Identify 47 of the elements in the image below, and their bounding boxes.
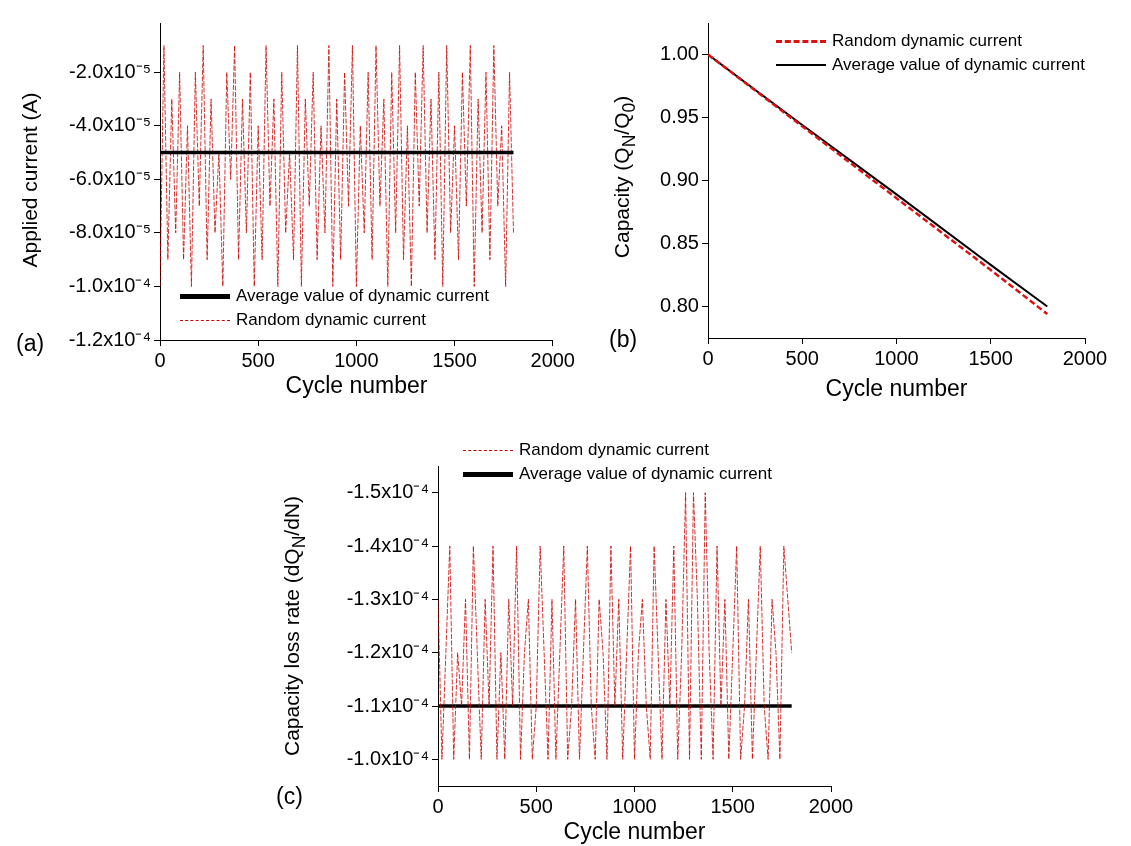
legend-label: Average value of dynamic current: [236, 285, 489, 307]
y-tick-label: -1.0x10⁻⁴: [346, 746, 429, 769]
x-tick-label: 2000: [808, 794, 854, 817]
line-series: [160, 45, 514, 287]
x-tick-label: 1500: [432, 348, 477, 371]
y-tick-label: -6.0x10⁻⁵: [69, 166, 151, 189]
text: (a): [16, 330, 45, 357]
x-tick-label: 0: [432, 794, 444, 817]
legend-label: Random dynamic current: [236, 309, 426, 331]
x-tick-label: 2000: [1062, 346, 1108, 369]
x-tick-label: 500: [519, 794, 553, 817]
x-tick-label: 1000: [612, 794, 657, 817]
y-tick-label: -2.0x10⁻⁵: [69, 59, 151, 82]
y-tick-label: -1.4x10⁻⁴: [346, 533, 429, 556]
y-tick-label: -4.0x10⁻⁵: [69, 113, 151, 136]
y-tick-label: -8.0x10⁻⁵: [69, 220, 151, 243]
y-axis-title: Applied current (A): [18, 92, 42, 268]
x-tick-label: 0: [702, 346, 714, 369]
y-tick-label: -1.2x10⁻⁴: [346, 640, 429, 663]
text: (b): [609, 326, 638, 353]
x-tick-label: 1000: [874, 346, 919, 369]
x-axis-title: Cycle number: [285, 372, 428, 399]
y-tick-label: -1.0x10⁻⁴: [68, 273, 151, 296]
legend-label: Average value of dynamic current: [519, 463, 772, 485]
x-tick-label: 1000: [334, 348, 379, 371]
y-tick-label: -1.5x10⁻⁴: [346, 480, 429, 503]
y-tick-label: 0.85: [660, 231, 699, 254]
y-tick-label: 0.80: [660, 294, 699, 317]
y-tick-label: 0.95: [660, 105, 699, 128]
legend-label: Random dynamic current: [832, 30, 1022, 52]
x-axis-title: Cycle number: [825, 375, 968, 402]
legend-label: Average value of dynamic current: [832, 54, 1085, 76]
legend-label: Random dynamic current: [519, 439, 709, 461]
y-tick-label: -1.3x10⁻⁴: [346, 586, 429, 609]
x-tick-label: 1500: [710, 794, 755, 817]
y-tick-label: 0.90: [660, 168, 699, 191]
x-tick-label: 500: [241, 348, 275, 371]
x-tick-label: 2000: [530, 348, 575, 371]
text: (c): [276, 783, 303, 810]
y-tick-label: 1.00: [660, 42, 699, 65]
x-tick-label: 0: [154, 348, 166, 371]
y-tick-label: -1.2x10⁻⁴: [68, 327, 151, 350]
x-tick-label: 500: [785, 346, 819, 369]
x-tick-label: 1500: [968, 346, 1013, 369]
x-axis-title: Cycle number: [563, 818, 706, 845]
y-tick-label: -1.1x10⁻⁴: [346, 693, 429, 716]
line-series: [438, 492, 793, 760]
